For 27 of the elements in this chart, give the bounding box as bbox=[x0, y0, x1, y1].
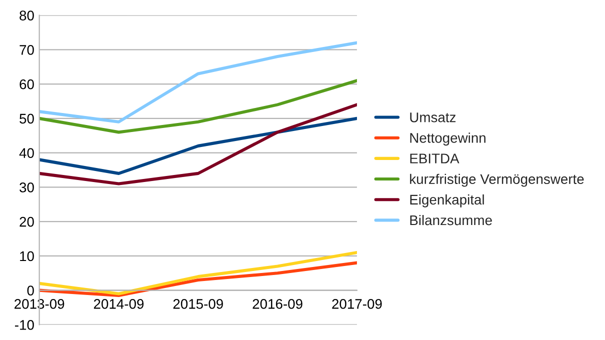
y-tick-label: 70 bbox=[20, 45, 34, 55]
line-series bbox=[39, 103, 357, 186]
y-tick-label: 60 bbox=[20, 79, 34, 90]
x-tick-label: 2013-09 bbox=[14, 299, 64, 309]
legend-label: Nettogewinn bbox=[410, 132, 486, 146]
line-series bbox=[39, 250, 357, 296]
line-series bbox=[39, 116, 357, 175]
y-tick-label: 0 bbox=[27, 286, 34, 296]
legend-label: EBITDA bbox=[410, 154, 460, 164]
y-tick-label: 30 bbox=[20, 182, 34, 192]
y-tick-label: 50 bbox=[20, 114, 34, 124]
x-tick-label: 2016-09 bbox=[252, 299, 302, 309]
line-series bbox=[39, 261, 357, 298]
legend-label: kurzfristige Vermögenswerte bbox=[410, 174, 584, 187]
y-tick-label: 40 bbox=[19, 148, 34, 158]
x-tick-label: 2014-09 bbox=[94, 299, 144, 309]
y-tick-label: 10 bbox=[20, 251, 34, 262]
legend-label: Eigenkapital bbox=[410, 194, 484, 208]
line-series bbox=[39, 79, 357, 134]
y-tick-label: -10 bbox=[15, 320, 34, 330]
y-tick-label: 20 bbox=[20, 216, 34, 227]
x-tick-label: 2017-09 bbox=[332, 299, 382, 309]
line-series bbox=[39, 41, 357, 124]
legend-label: Bilanzsumme bbox=[410, 214, 492, 226]
x-tick-label: 2015-09 bbox=[173, 299, 223, 309]
y-tick-label: 80 bbox=[20, 10, 34, 20]
legend-label: Umsatz bbox=[410, 112, 456, 122]
